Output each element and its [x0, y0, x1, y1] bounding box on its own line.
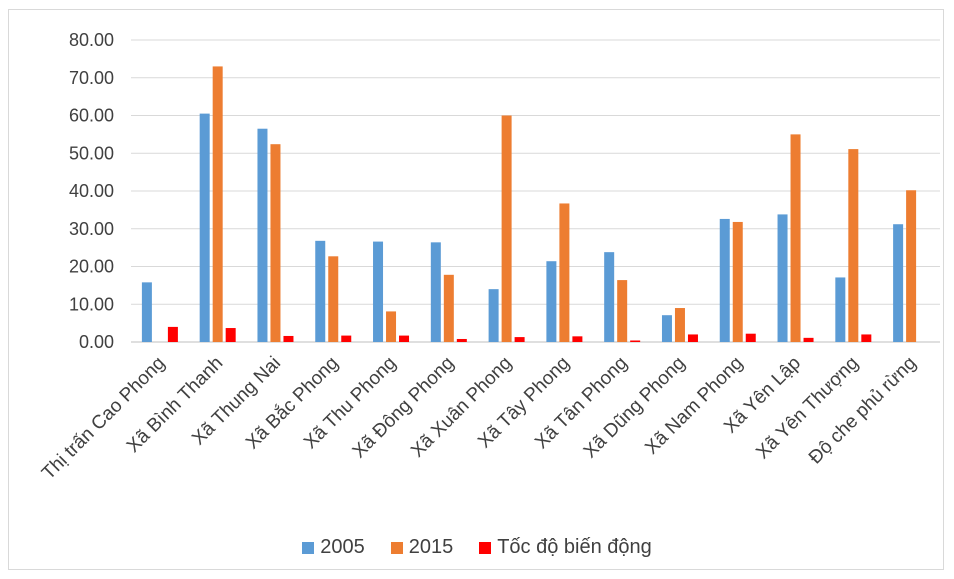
legend-swatch-2015: [390, 541, 403, 554]
bar-2015: [328, 256, 339, 342]
legend-swatch-change-rate: [479, 541, 492, 554]
legend-item: 2015: [390, 536, 454, 559]
bar-change-rate: [341, 335, 352, 342]
bars: [141, 66, 917, 343]
y-tick-label: 40.00: [69, 181, 114, 201]
bar-2015: [617, 280, 628, 342]
y-tick-label: 50.00: [69, 143, 114, 163]
bar-change-rate: [687, 334, 698, 342]
y-tick-label: 20.00: [69, 257, 114, 277]
bar-2005: [315, 240, 326, 342]
bar-2015: [790, 134, 801, 342]
bar-2015: [212, 66, 223, 343]
bar-2005: [141, 282, 152, 342]
bar-2005: [604, 252, 615, 342]
y-tick-label: 0.00: [79, 332, 114, 352]
bar-2005: [488, 289, 499, 342]
bar-change-rate: [399, 335, 410, 342]
bar-change-rate: [745, 333, 756, 342]
bar-2005: [546, 261, 557, 342]
y-tick-label: 80.00: [69, 30, 114, 50]
bar-change-rate: [630, 340, 641, 342]
bar-2015: [443, 274, 454, 342]
x-tick-label: Độ che phủ rừng: [805, 353, 921, 469]
bar-change-rate: [456, 338, 467, 342]
bar-2015: [501, 115, 512, 342]
bar-2015: [906, 190, 917, 342]
bar-2005: [893, 224, 904, 342]
x-tick-label: Xã Nam Phong: [641, 353, 747, 459]
bar-2015: [270, 144, 281, 342]
bar-change-rate: [514, 337, 525, 342]
y-tick-label: 70.00: [69, 68, 114, 88]
bar-change-rate: [572, 336, 583, 342]
legend-item: 2005: [302, 536, 365, 559]
bar-2005: [373, 241, 384, 342]
x-tick-label: Xã Dũng Phong: [580, 353, 690, 463]
legend-item: Tốc độ biến động: [479, 536, 652, 559]
legend-swatch-2005: [302, 541, 315, 554]
bar-2015: [674, 308, 685, 342]
legend-label-change-rate: Tốc độ biến động: [497, 536, 652, 558]
gridlines: [131, 39, 940, 343]
y-tick-label: 30.00: [69, 219, 114, 239]
legend-label-2005: 2005: [320, 536, 365, 558]
bar-2015: [559, 203, 570, 342]
bar-2015: [732, 221, 743, 342]
x-tick-label: Xã Yên Thượng: [752, 353, 863, 464]
bar-change-rate: [283, 335, 294, 342]
bar-2005: [257, 128, 268, 342]
bar-change-rate: [225, 328, 236, 342]
bar-2015: [848, 149, 859, 342]
bar-change-rate: [803, 337, 814, 342]
bar-2005: [777, 214, 788, 342]
x-tick-label: Xã Đông Phong: [349, 353, 459, 463]
bar-change-rate: [167, 326, 178, 342]
bar-2005: [661, 315, 672, 342]
y-tick-label: 60.00: [69, 106, 114, 126]
bar-change-rate: [861, 334, 872, 342]
legend-label-2015: 2015: [408, 536, 454, 558]
bar-2005: [199, 113, 210, 342]
bar-2005: [835, 277, 846, 342]
legend: 2005 2015 Tốc độ biến động: [0, 536, 954, 559]
bar-2015: [386, 311, 397, 342]
x-tick-label: Xã Xuân Phong: [407, 353, 516, 462]
chart-frame: [8, 9, 944, 570]
y-tick-label: 10.00: [69, 294, 114, 314]
y-axis-ticks: 0.00 10.00 20.00 30.00 40.00 50.00 60.00 70.00 8…: [69, 30, 114, 352]
bar-2005: [719, 218, 730, 342]
bar-2005: [430, 242, 441, 342]
